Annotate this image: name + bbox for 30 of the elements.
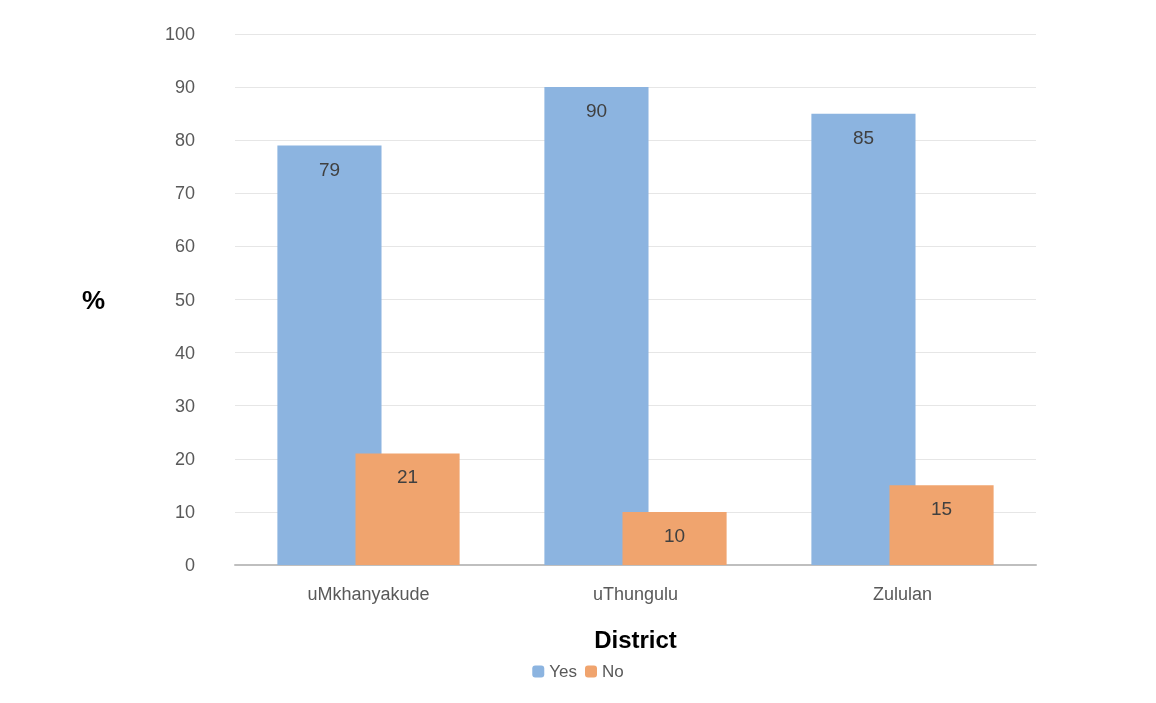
x-tick-label: uMkhanyakude (307, 584, 430, 604)
y-tick-label: 10 (174, 501, 195, 522)
y-tick-label: 30 (174, 395, 195, 416)
y-tick-label: 40 (174, 342, 195, 363)
x-tick-label: uThungulu (592, 584, 679, 604)
bar (277, 145, 382, 565)
bar (622, 511, 727, 565)
data-label: 79 (318, 158, 341, 180)
y-tick-label: 90 (174, 77, 195, 98)
legend-label: Yes (549, 662, 577, 681)
y-tick-label: 70 (174, 183, 195, 204)
y-tick-label: 60 (174, 236, 195, 257)
bar (355, 453, 460, 565)
data-label: 85 (852, 126, 875, 148)
data-label: 15 (930, 498, 953, 520)
y-tick-label: 0 (184, 555, 195, 575)
data-label: 10 (663, 524, 686, 546)
bar (889, 485, 994, 565)
y-tick-label: 100 (164, 24, 195, 44)
x-tick-label: Zululan (872, 584, 933, 604)
y-tick-label: 20 (174, 448, 195, 469)
bar (544, 87, 649, 565)
bar (811, 113, 916, 565)
x-axis-title: District (594, 625, 677, 653)
y-axis-title: % (81, 284, 105, 315)
data-label: 90 (585, 100, 608, 122)
y-tick-label: 80 (174, 130, 195, 151)
y-tick-label: 50 (174, 289, 195, 310)
legend-label: No (602, 662, 624, 681)
data-label: 21 (396, 466, 419, 488)
